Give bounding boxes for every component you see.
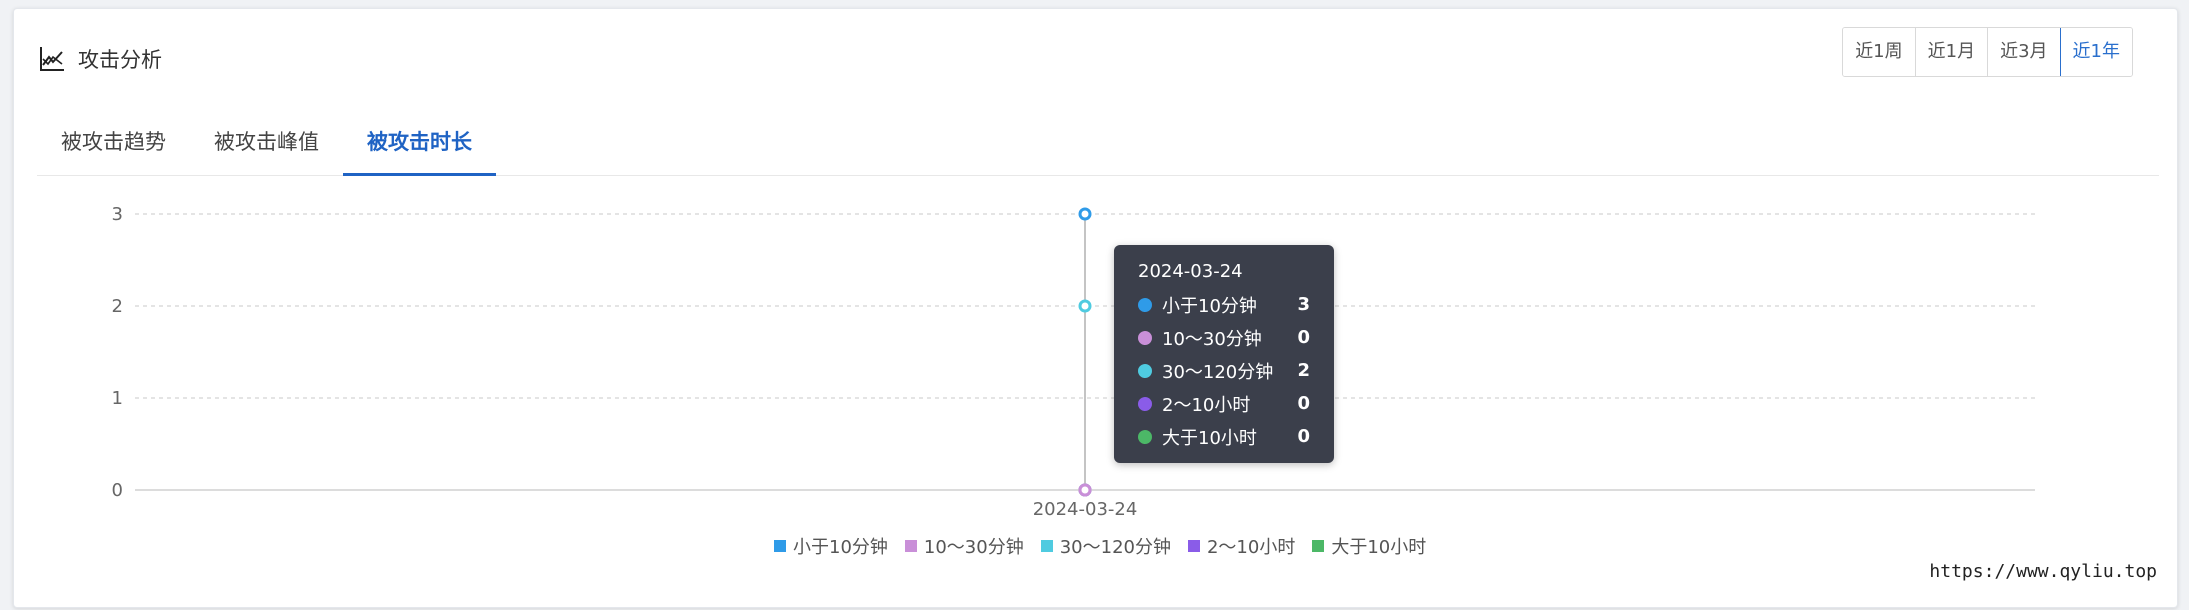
time-range-selector: 近1周 近1月 近3月 近1年 bbox=[1842, 27, 2133, 77]
legend-item[interactable]: 10～30分钟 bbox=[904, 533, 1024, 559]
legend-item[interactable]: 30～120分钟 bbox=[1040, 533, 1171, 559]
y-tick-label: 0 bbox=[112, 480, 123, 501]
tooltip-series-dot bbox=[1138, 363, 1152, 378]
legend-label: 30～120分钟 bbox=[1059, 537, 1171, 558]
tooltip-series-dot bbox=[1138, 429, 1152, 444]
tooltip-series-name: 大于10小时 bbox=[1162, 427, 1257, 449]
tooltip-series-name: 30～120分钟 bbox=[1162, 361, 1274, 383]
data-point bbox=[1078, 299, 1092, 313]
chart-legend: 小于10分钟 10～30分钟 30～120分钟 2～10小时 大于10小时 bbox=[774, 533, 1443, 559]
data-point bbox=[1078, 483, 1092, 497]
range-button-1-year[interactable]: 近1年 bbox=[2059, 28, 2133, 76]
legend-swatch bbox=[904, 540, 917, 552]
range-button-1-month[interactable]: 近1月 bbox=[1915, 28, 1989, 76]
tooltip-series-value: 3 bbox=[1297, 294, 1310, 315]
range-button-3-months[interactable]: 近3月 bbox=[1988, 28, 2061, 76]
legend-swatch bbox=[1187, 540, 1200, 552]
analysis-tabs: 被攻击趋势 被攻击峰值 被攻击时长 bbox=[37, 107, 2159, 176]
tab-attack-peak[interactable]: 被攻击峰值 bbox=[214, 130, 319, 154]
tooltip-series-value: 0 bbox=[1297, 327, 1310, 348]
legend-swatch bbox=[774, 540, 786, 552]
legend-label: 2～10小时 bbox=[1206, 537, 1296, 558]
tooltip-row: 2～10小时 0 bbox=[1138, 387, 1310, 420]
attack-analysis-card: 攻击分析 近1周 近1月 近3月 近1年 被攻击趋势 被攻击峰值 被攻击时长 bbox=[13, 8, 2178, 608]
tooltip-series-value: 0 bbox=[1297, 393, 1310, 414]
y-tick-label: 1 bbox=[112, 388, 123, 409]
legend-item[interactable]: 2～10小时 bbox=[1187, 533, 1296, 559]
tooltip-row: 10～30分钟 0 bbox=[1138, 321, 1310, 354]
tooltip-row: 30～120分钟 2 bbox=[1138, 354, 1310, 387]
y-tick-label: 2 bbox=[112, 296, 123, 317]
card-header: 攻击分析 bbox=[38, 33, 162, 85]
tooltip-row: 小于10分钟 3 bbox=[1138, 288, 1310, 321]
tooltip-series-dot bbox=[1138, 297, 1152, 312]
tooltip-series-name: 10～30分钟 bbox=[1162, 328, 1262, 350]
legend-label: 10～30分钟 bbox=[923, 537, 1024, 558]
tooltip-series-dot bbox=[1138, 330, 1152, 345]
legend-swatch bbox=[1312, 540, 1325, 552]
tooltip-row: 大于10小时 0 bbox=[1138, 420, 1310, 453]
tooltip-date: 2024-03-24 bbox=[1138, 261, 1243, 282]
data-point bbox=[1078, 207, 1092, 221]
legend-item[interactable]: 小于10分钟 bbox=[774, 533, 888, 559]
tooltip-series-name: 2～10小时 bbox=[1162, 394, 1251, 416]
tooltip-series-value: 2 bbox=[1297, 360, 1310, 381]
x-tick-label: 2024-03-24 bbox=[1033, 499, 1138, 520]
legend-label: 小于10分钟 bbox=[793, 537, 888, 558]
legend-label: 大于10小时 bbox=[1331, 537, 1427, 558]
range-button-1-week[interactable]: 近1周 bbox=[1843, 28, 1916, 76]
tooltip-series-name: 小于10分钟 bbox=[1162, 295, 1257, 317]
tab-attack-trend[interactable]: 被攻击趋势 bbox=[61, 130, 166, 154]
legend-item[interactable]: 大于10小时 bbox=[1312, 533, 1426, 559]
watermark-url: https://www.qyliu.top bbox=[1929, 561, 2157, 582]
chart-tooltip: 2024-03-24 小于10分钟 3 10～30分钟 0 30～120分钟 2 2～10小… bbox=[1114, 245, 1334, 463]
y-tick-label: 3 bbox=[112, 204, 123, 225]
tooltip-series-value: 0 bbox=[1297, 426, 1310, 447]
legend-swatch bbox=[1040, 540, 1053, 552]
card-title: 攻击分析 bbox=[78, 48, 162, 72]
tooltip-series-dot bbox=[1138, 396, 1152, 411]
tab-attack-duration[interactable]: 被攻击时长 bbox=[343, 107, 496, 176]
line-chart-icon bbox=[40, 47, 64, 71]
